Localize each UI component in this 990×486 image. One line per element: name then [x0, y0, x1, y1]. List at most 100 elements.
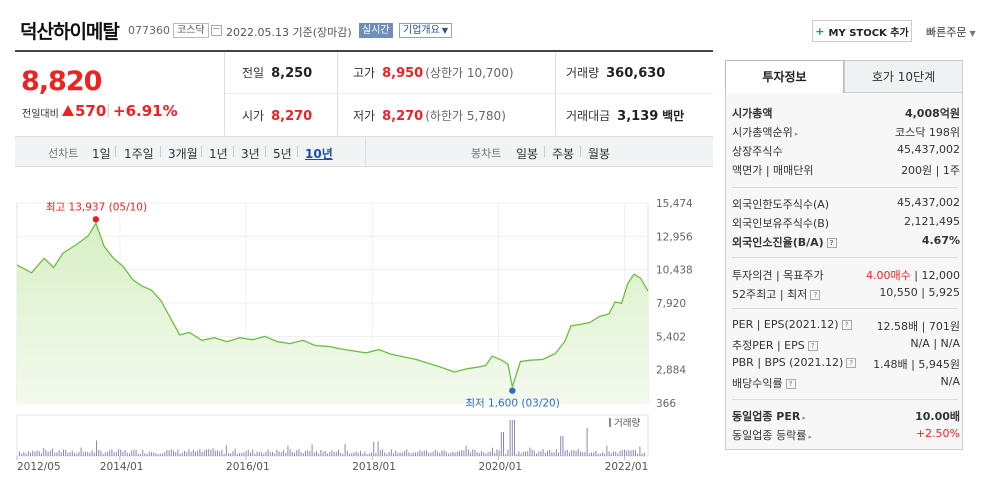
candle-chart-title: 봉차트 [471, 147, 502, 160]
volume-bar [250, 452, 251, 456]
tab-invest-info[interactable]: 투자정보 [725, 60, 844, 93]
volume-bar [615, 451, 617, 456]
volume-bar [362, 453, 364, 456]
quick-order-button[interactable]: 빠른주문 ▼ [926, 24, 976, 40]
change-separator: | [106, 103, 111, 118]
chevron-down-icon: ▼ [969, 29, 976, 38]
day-low: 저가 8,270 (하한가 5,780) [353, 107, 506, 124]
volume-bar [597, 453, 599, 456]
period-5y[interactable]: 5년 [273, 147, 292, 161]
volume-bar [360, 450, 361, 456]
caret-right-icon[interactable]: ▸ [802, 414, 806, 422]
volume-bar [412, 452, 414, 456]
volume-bar [575, 451, 577, 456]
help-icon[interactable]: ? [826, 238, 837, 248]
pipe [265, 146, 266, 157]
volume-bar [481, 451, 482, 456]
invest-row: 상장주식수 45,437,002 [732, 143, 960, 161]
invest-row-label: 52주최고 | 최저? [732, 286, 821, 302]
period-1w[interactable]: 1주일 [124, 147, 154, 161]
invest-row: 추정PER | EPS? N/A | N/A [732, 337, 960, 355]
volume-bar [188, 449, 190, 456]
company-info-button[interactable]: 기업개요 ▼ [399, 23, 452, 38]
volume-bar [551, 452, 553, 456]
period-3m[interactable]: 3개월 [168, 147, 198, 161]
invest-row-label: 시가총액순위 ▸ [732, 126, 799, 139]
volume-bar [142, 449, 144, 456]
volume-bar [113, 452, 115, 456]
volume-bar [371, 452, 372, 456]
volume-bar [245, 451, 247, 456]
period-3y[interactable]: 3년 [241, 147, 260, 161]
volume-bar [340, 452, 342, 456]
volume-bar [109, 450, 111, 456]
invest-row-value: 4.67% [921, 234, 960, 247]
candle-weekly[interactable]: 주봉 [552, 147, 575, 161]
volume-bar [536, 453, 537, 456]
volume-bar [151, 452, 152, 456]
volume-bar [437, 451, 438, 456]
volume-bar [379, 450, 381, 456]
invest-row-value: 10.00배 [915, 410, 960, 423]
invest-row-label: 외국인한도주식수(A) [732, 198, 830, 211]
price-chart[interactable]: 15,474 12,956 10,438 7,920 5,402 2,884 366 최고 1… [15, 168, 713, 486]
period-10y[interactable]: 10년 [305, 147, 333, 161]
candle-monthly[interactable]: 월봉 [588, 147, 611, 161]
tab-orderbook[interactable]: 호가 10단계 [844, 60, 963, 93]
volume-bar [397, 452, 399, 456]
volume-bar [177, 449, 179, 456]
caret-right-icon[interactable]: ▸ [808, 433, 812, 441]
help-icon[interactable]: ? [810, 290, 821, 300]
pipe [544, 146, 545, 157]
volume-bar [118, 449, 119, 456]
volume-bar [320, 449, 322, 456]
caret-right-icon[interactable]: ▸ [794, 130, 799, 138]
invest-row-value: N/A [940, 375, 960, 388]
prev-close-value: 8,250 [271, 66, 313, 81]
volume-bar [525, 451, 526, 456]
help-icon[interactable]: ? [841, 320, 852, 330]
period-1d[interactable]: 1일 [92, 147, 111, 161]
add-mystock-button[interactable]: + MY STOCK 추가 [812, 20, 912, 42]
volume-bar [23, 451, 25, 456]
open-value: 8,270 [271, 109, 313, 124]
volume-bar [129, 453, 130, 456]
volume-bar [74, 452, 75, 456]
volume-bar [190, 451, 192, 456]
volume-bar [179, 453, 181, 456]
x-tick-label: 2012/05 [17, 461, 61, 473]
invest-row-value: 45,437,002 [897, 143, 960, 156]
volume-bar [27, 451, 29, 456]
volume-bar [632, 449, 634, 456]
volume-bar [408, 452, 410, 456]
volume-bar [613, 451, 614, 456]
period-1y[interactable]: 1년 [209, 147, 228, 161]
invest-row: 시가총액 4,008억원 [732, 105, 960, 123]
info-tabs: 투자정보 호가 10단계 [725, 60, 963, 93]
volume-bar [401, 452, 403, 456]
volume-bar [373, 441, 375, 456]
pipe [201, 146, 202, 157]
calendar-icon [211, 25, 222, 36]
volume-bar [82, 451, 84, 456]
invest-row-label: 액면가 | 매매단위 [732, 164, 814, 177]
upper-limit: (상한가 10,700) [425, 66, 514, 80]
candle-daily[interactable]: 일봉 [516, 147, 539, 161]
volume-bar [223, 453, 225, 456]
volume-bar [318, 453, 320, 456]
volume-bar [639, 446, 641, 456]
volume-bar [538, 451, 540, 456]
help-icon[interactable]: ? [785, 379, 796, 389]
volume-bar [54, 452, 56, 456]
volume-bar [448, 453, 449, 456]
period-bar-divider [365, 137, 366, 166]
invest-divider [732, 257, 958, 258]
realtime-badge[interactable]: 실시간 [359, 23, 393, 38]
price-line [16, 221, 649, 390]
add-mystock-label: MY STOCK 추가 [828, 27, 909, 39]
x-tick-label: 2016/01 [226, 461, 270, 473]
volume-bar [203, 450, 205, 456]
volume-bar [212, 448, 214, 456]
help-icon[interactable]: ? [807, 341, 818, 351]
help-icon[interactable]: ? [846, 358, 857, 368]
